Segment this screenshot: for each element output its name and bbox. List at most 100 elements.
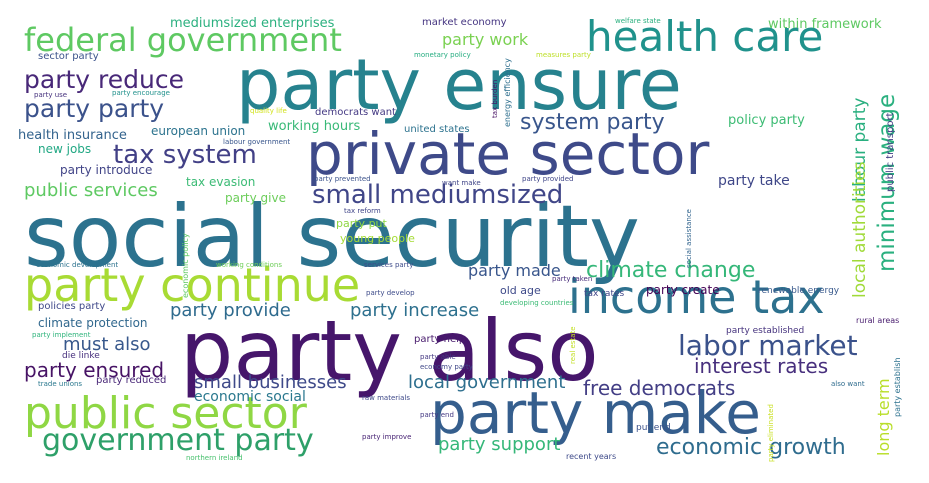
word-small-mediumsized: small mediumsized	[312, 180, 564, 210]
word-tax-rates: tax rates	[584, 289, 625, 299]
word-health-insurance: health insurance	[18, 128, 127, 143]
word-die-linke: die linke	[62, 351, 100, 361]
word-tax-burden: tax burden	[491, 79, 499, 118]
word-northern-ireland: northern ireland	[186, 454, 243, 462]
word-party-improve: party improve	[362, 433, 412, 441]
word-public-sector: public sector	[24, 388, 307, 439]
word-old-age: old age	[500, 284, 541, 297]
word-local-authorities: local authorities	[850, 161, 870, 298]
word-party-reduced: party reduced	[96, 375, 167, 386]
word-mediumsized-enterprises: mediumsized enterprises	[170, 16, 335, 31]
word-raw-materials: raw materials	[362, 394, 410, 402]
word-party-eliminated: party eliminated	[767, 404, 775, 462]
word-tax-evasion: tax evasion	[186, 175, 256, 189]
word-want-make: want make	[442, 179, 481, 187]
word-party-support: party support	[438, 434, 561, 455]
word-must-also: must also	[63, 334, 151, 355]
word-party-provide: party provide	[170, 300, 291, 321]
word-party-implement: party implement	[32, 331, 91, 339]
word-climate-protection: climate protection	[38, 316, 148, 330]
word-interest-rates: interest rates	[694, 354, 829, 378]
word-system-party: system party	[520, 110, 665, 135]
word-local-government: local government	[408, 372, 566, 393]
word-federal-government: federal government	[24, 21, 342, 59]
word-party-encourage: party encourage	[112, 89, 170, 97]
word-trade-unions: trade unions	[38, 380, 83, 388]
word-tax-system: tax system	[113, 140, 257, 170]
word-party-take: party take	[718, 173, 790, 189]
word-european-union: european union	[151, 124, 246, 138]
word-party-end: party end	[420, 411, 454, 419]
word-party-put: party put	[336, 217, 387, 230]
word-party-able: party able	[420, 353, 456, 361]
word-economy-party: economy party	[420, 363, 473, 371]
word-party-taken: party taken	[552, 275, 593, 283]
word-public-transport: public transport	[885, 112, 896, 192]
word-party-increase: party increase	[350, 300, 480, 321]
word-labour-government: labour government	[223, 138, 291, 146]
word-party-help: party help	[414, 334, 466, 345]
word-party-establish: party establish	[893, 357, 902, 417]
word-party-use: party use	[34, 91, 68, 99]
word-labor-market: labor market	[678, 329, 858, 362]
word-party-ensured: party ensured	[24, 358, 165, 382]
word-party-prevented: party prevented	[314, 175, 371, 183]
word-economic-policy: economic policy	[181, 233, 190, 298]
word-economic-social: economic social	[194, 389, 306, 405]
word-economic-development: economic development	[36, 261, 119, 269]
word-private-sector: private sector	[306, 120, 710, 188]
word-small-businesses: small businesses	[194, 372, 347, 393]
word-also-want: also want	[831, 380, 865, 388]
word-social-assistance: social assistance	[685, 209, 693, 268]
word-market-economy: market economy	[422, 17, 507, 28]
word-energy-efficiency: energy efficiency	[503, 58, 512, 127]
word-party-give: party give	[225, 191, 286, 205]
word-party-create: party create	[646, 283, 720, 297]
word-party-reduce: party reduce	[24, 65, 184, 94]
word-tax-reform: tax reform	[344, 207, 381, 215]
word-party-established: party established	[726, 326, 805, 336]
word-renewable-energy: renewable energy	[758, 286, 840, 296]
word-climate-change: climate change	[586, 258, 756, 283]
word-democrats-want: democrats want	[315, 107, 396, 118]
word-young-people: young people	[340, 232, 415, 245]
word-party-introduce: party introduce	[60, 163, 153, 177]
word-quality-life: quality life	[250, 107, 287, 115]
word-long-term: long term	[874, 378, 893, 456]
word-public-services: public services	[24, 180, 158, 201]
word-party-work: party work	[442, 30, 529, 49]
word-party-ensure: party ensure	[236, 44, 682, 126]
word-working-hours: working hours	[268, 119, 361, 134]
word-party-party: party party	[24, 94, 165, 123]
word-party-made: party made	[468, 261, 561, 280]
word-monetary-policy: monetary policy	[414, 51, 471, 59]
word-united-states: united states	[404, 124, 470, 135]
word-welfare-state: welfare state	[615, 17, 661, 25]
word-recent-years: recent years	[566, 452, 617, 461]
word-new-jobs: new jobs	[38, 142, 92, 156]
word-party-make: party make	[430, 379, 761, 447]
word-income-tax: income tax	[568, 270, 825, 324]
word-free-democrats: free democrats	[583, 376, 736, 400]
word-policies-party: policies party	[38, 301, 106, 312]
word-working-conditions: working conditions	[216, 261, 283, 269]
word-developing-countries: developing countries	[500, 299, 574, 307]
word-rural-areas: rural areas	[856, 316, 900, 325]
word-policy-party: policy party	[728, 113, 805, 128]
word-party-provided: party provided	[522, 175, 574, 183]
word-party-develop: party develop	[366, 289, 415, 297]
word-real-estate: real estate	[569, 326, 577, 364]
word-health-care: health care	[586, 12, 824, 61]
word-social-security: social security	[24, 187, 640, 287]
word-economic-growth: economic growth	[656, 435, 846, 460]
word-party-also: party also	[180, 302, 599, 400]
word-party-continue: party continue	[24, 258, 361, 312]
word-measures-party: measures party	[536, 51, 591, 59]
word-cloud: social security party also party ensure pri…	[18, 12, 912, 466]
word-sector-party: sector party	[38, 51, 99, 62]
word-within-framework: within framework	[768, 17, 882, 32]
word-put-end: put end	[636, 423, 671, 433]
word-services-party: services party	[364, 261, 414, 269]
word-government-party: government party	[42, 423, 314, 458]
